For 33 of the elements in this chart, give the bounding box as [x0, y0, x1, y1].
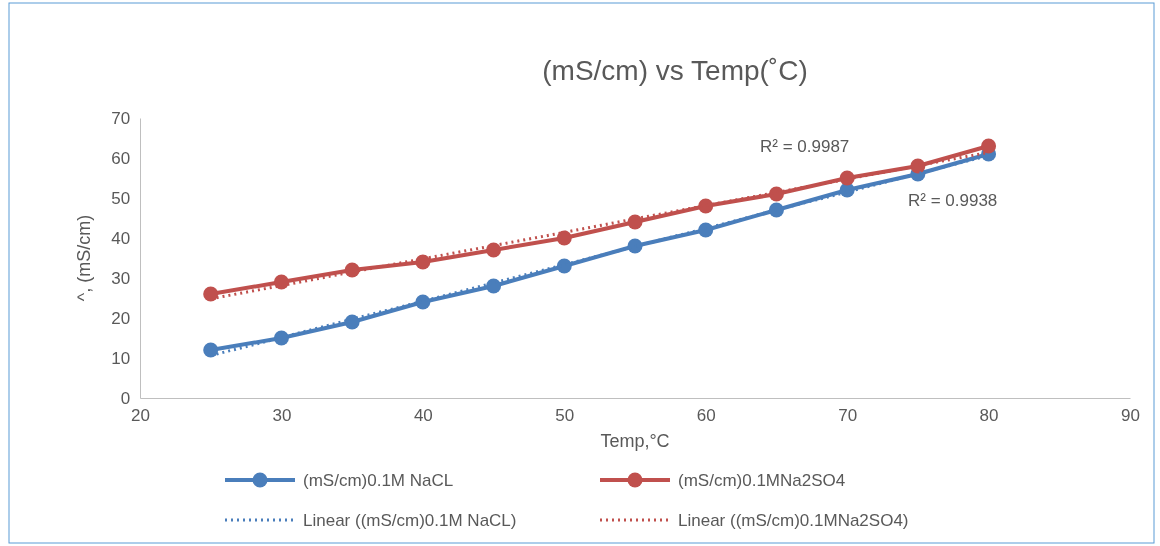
x-tick-label: 30	[272, 406, 292, 426]
x-tick-label: 80	[979, 406, 999, 426]
x-axis-title: Temp,°C	[600, 431, 670, 451]
y-tick-label: 30	[111, 268, 131, 288]
y-tick-label: 0	[120, 388, 131, 408]
point	[415, 254, 431, 270]
legend-label: (mS/cm)0.1M NaCL	[303, 471, 454, 490]
y-tick-label: 40	[111, 228, 131, 248]
point	[203, 342, 219, 358]
y-tick-label: 20	[111, 308, 131, 328]
y-axis-title: ^, (mS/cm)	[74, 214, 94, 302]
y-tick-label: 60	[111, 148, 131, 168]
chart-title: (mS/cm) vs Temp(˚C)	[542, 55, 808, 86]
y-tick-label: 10	[111, 348, 131, 368]
point	[486, 242, 502, 258]
annotation: R² = 0.9938	[908, 191, 998, 210]
annotation: R² = 0.9987	[760, 137, 850, 156]
point	[981, 138, 997, 154]
point	[486, 278, 502, 294]
legend-label: Linear ((mS/cm)0.1MNa2SO4)	[678, 511, 909, 530]
point	[203, 286, 219, 302]
x-tick-label: 70	[838, 406, 858, 426]
x-tick-label: 60	[696, 406, 716, 426]
x-tick-label: 90	[1121, 406, 1140, 426]
point	[556, 230, 572, 246]
x-tick-label: 20	[131, 406, 150, 426]
point	[627, 214, 643, 230]
x-tick-label: 40	[413, 406, 433, 426]
y-tick-label: 50	[111, 188, 131, 208]
legend-label: (mS/cm)0.1MNa2SO4	[678, 471, 846, 490]
legend-label: Linear ((mS/cm)0.1M NaCL)	[303, 511, 517, 530]
y-tick-label: 70	[111, 108, 131, 128]
x-tick-label: 50	[555, 406, 575, 426]
